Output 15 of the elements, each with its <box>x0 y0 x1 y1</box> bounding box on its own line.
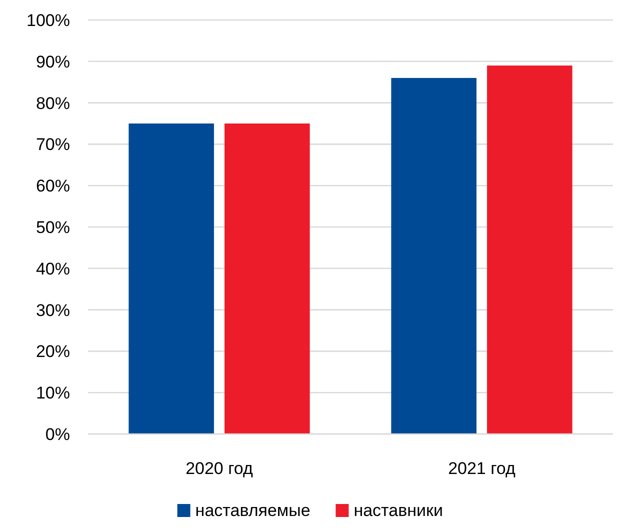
y-tick-label: 20% <box>36 342 70 362</box>
y-tick-label: 30% <box>36 300 70 320</box>
x-tick-label: 2021 год <box>448 459 516 478</box>
y-tick-label: 90% <box>36 52 70 72</box>
y-tick-label: 50% <box>36 218 70 237</box>
y-tick-label: 40% <box>36 259 70 278</box>
y-tick-label: 10% <box>36 384 70 403</box>
y-tick-label: 70% <box>36 135 70 154</box>
legend-label: наставляемые <box>195 501 310 520</box>
x-tick-label: 2020 год <box>186 459 254 478</box>
y-tick-label: 100% <box>26 10 70 30</box>
y-tick-label: 80% <box>36 94 70 113</box>
y-tick-label: 60% <box>36 176 70 196</box>
y-tick-label: 0% <box>45 424 70 444</box>
legend-label: наставники <box>354 501 443 520</box>
